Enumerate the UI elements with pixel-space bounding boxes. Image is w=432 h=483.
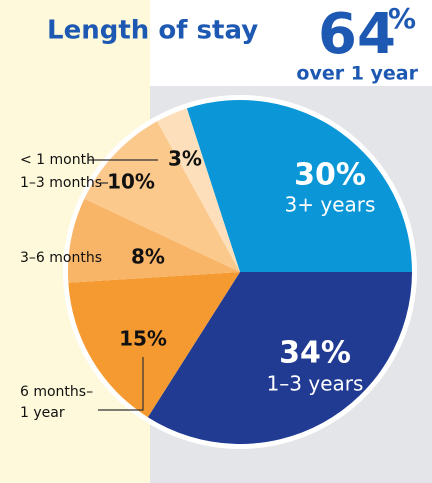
- category-label: 6 months– 1 year: [20, 384, 93, 421]
- highlight-unit: %: [388, 2, 416, 35]
- leader-line: [98, 357, 144, 411]
- value-label: 15%: [119, 327, 167, 351]
- pie-slice: [147, 272, 413, 444]
- pie-slice: [157, 108, 240, 273]
- pie-slice: [68, 272, 240, 418]
- chart-title: Length of stay: [47, 16, 258, 46]
- pie-slice: [84, 121, 240, 272]
- value-label: 34%: [279, 336, 351, 371]
- value-label: 30%: [294, 158, 366, 193]
- highlight-note: over 1 year: [296, 63, 418, 85]
- category-label: 1–3 months: [20, 175, 102, 191]
- leader-lines: [88, 159, 158, 411]
- pie-slice: [68, 198, 240, 283]
- category-label: < 1 month: [20, 152, 95, 168]
- label-line: 1 year: [20, 405, 65, 421]
- value-label: 10%: [107, 170, 155, 194]
- highlight: 64: [318, 2, 396, 67]
- title-background: [150, 0, 432, 86]
- value-label: 3%: [168, 147, 202, 171]
- pie-slice: [186, 100, 412, 273]
- category-label: 1–3 years: [267, 372, 364, 396]
- value-label: 8%: [131, 245, 165, 269]
- category-label: 3+ years: [285, 193, 376, 217]
- label-line: 6 months–: [20, 384, 93, 400]
- category-label: 3–6 months: [20, 250, 102, 266]
